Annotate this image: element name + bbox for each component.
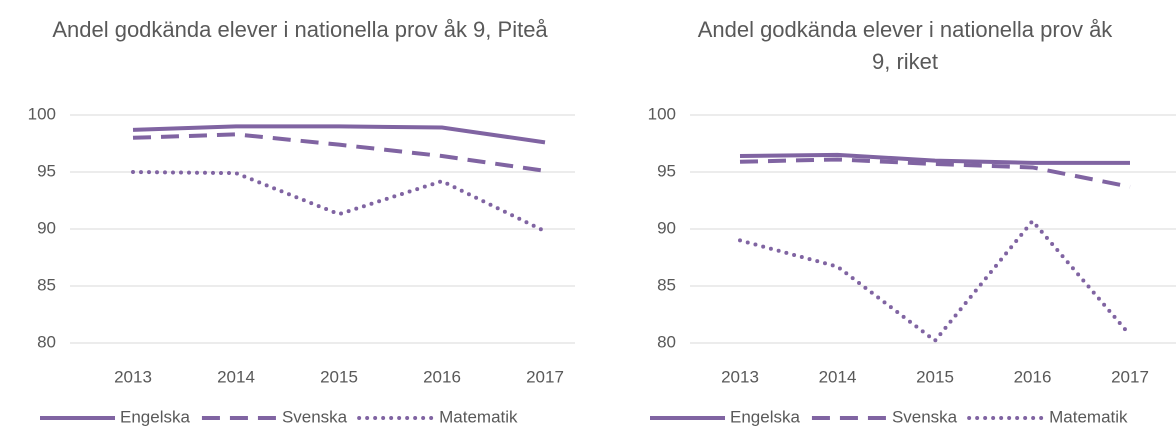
plot: 80 85 90 95 100 2013 2014 2015 2016 2017 Engelska S… [28, 104, 575, 426]
series-line [739, 152, 1130, 165]
series-line [132, 132, 546, 173]
legend-label: Matematik [1049, 407, 1128, 426]
series-line [738, 217, 1132, 344]
y-tick-label: 90 [657, 218, 676, 237]
y-tick-label: 80 [657, 332, 676, 351]
y-tick-label: 95 [657, 161, 676, 180]
legend-label: Svenska [892, 407, 958, 426]
x-tick-label: 2016 [1014, 367, 1052, 386]
y-tick-label: 95 [37, 161, 56, 180]
y-tick-label: 90 [37, 218, 56, 237]
x-tick-label: 2013 [114, 367, 152, 386]
series-line [131, 170, 547, 234]
x-tick-label: 2017 [526, 367, 564, 386]
plot: 80 85 90 95 100 2013 2014 2015 2016 2017 Engelska S… [648, 104, 1176, 426]
x-tick-label: 2014 [217, 367, 255, 386]
x-tick-label: 2016 [423, 367, 461, 386]
x-tick-label: 2013 [721, 367, 759, 386]
x-tick-label: 2014 [819, 367, 857, 386]
chart: Andel godkända elever i nationella prov … [28, 17, 575, 426]
chart: Andel godkända elever i nationella prov … [590, 0, 1176, 439]
y-tick-label: 80 [37, 332, 56, 351]
y-tick-label: 100 [648, 104, 676, 123]
legend-label: Svenska [282, 407, 348, 426]
legend-label: Engelska [120, 407, 190, 426]
chart-title: Andel godkända elever i nationella prov … [697, 17, 1113, 74]
legend-label: Matematik [439, 407, 518, 426]
x-tick-label: 2015 [320, 367, 358, 386]
y-tick-label: 85 [37, 275, 56, 294]
y-tick-label: 85 [657, 275, 676, 294]
series-line [132, 124, 546, 145]
x-tick-label: 2015 [916, 367, 954, 386]
legend-label: Engelska [730, 407, 800, 426]
chart-title: Andel godkända elever i nationella prov … [52, 17, 548, 42]
x-tick-label: 2017 [1111, 367, 1149, 386]
series-line [739, 157, 1131, 189]
y-tick-label: 100 [28, 104, 56, 123]
